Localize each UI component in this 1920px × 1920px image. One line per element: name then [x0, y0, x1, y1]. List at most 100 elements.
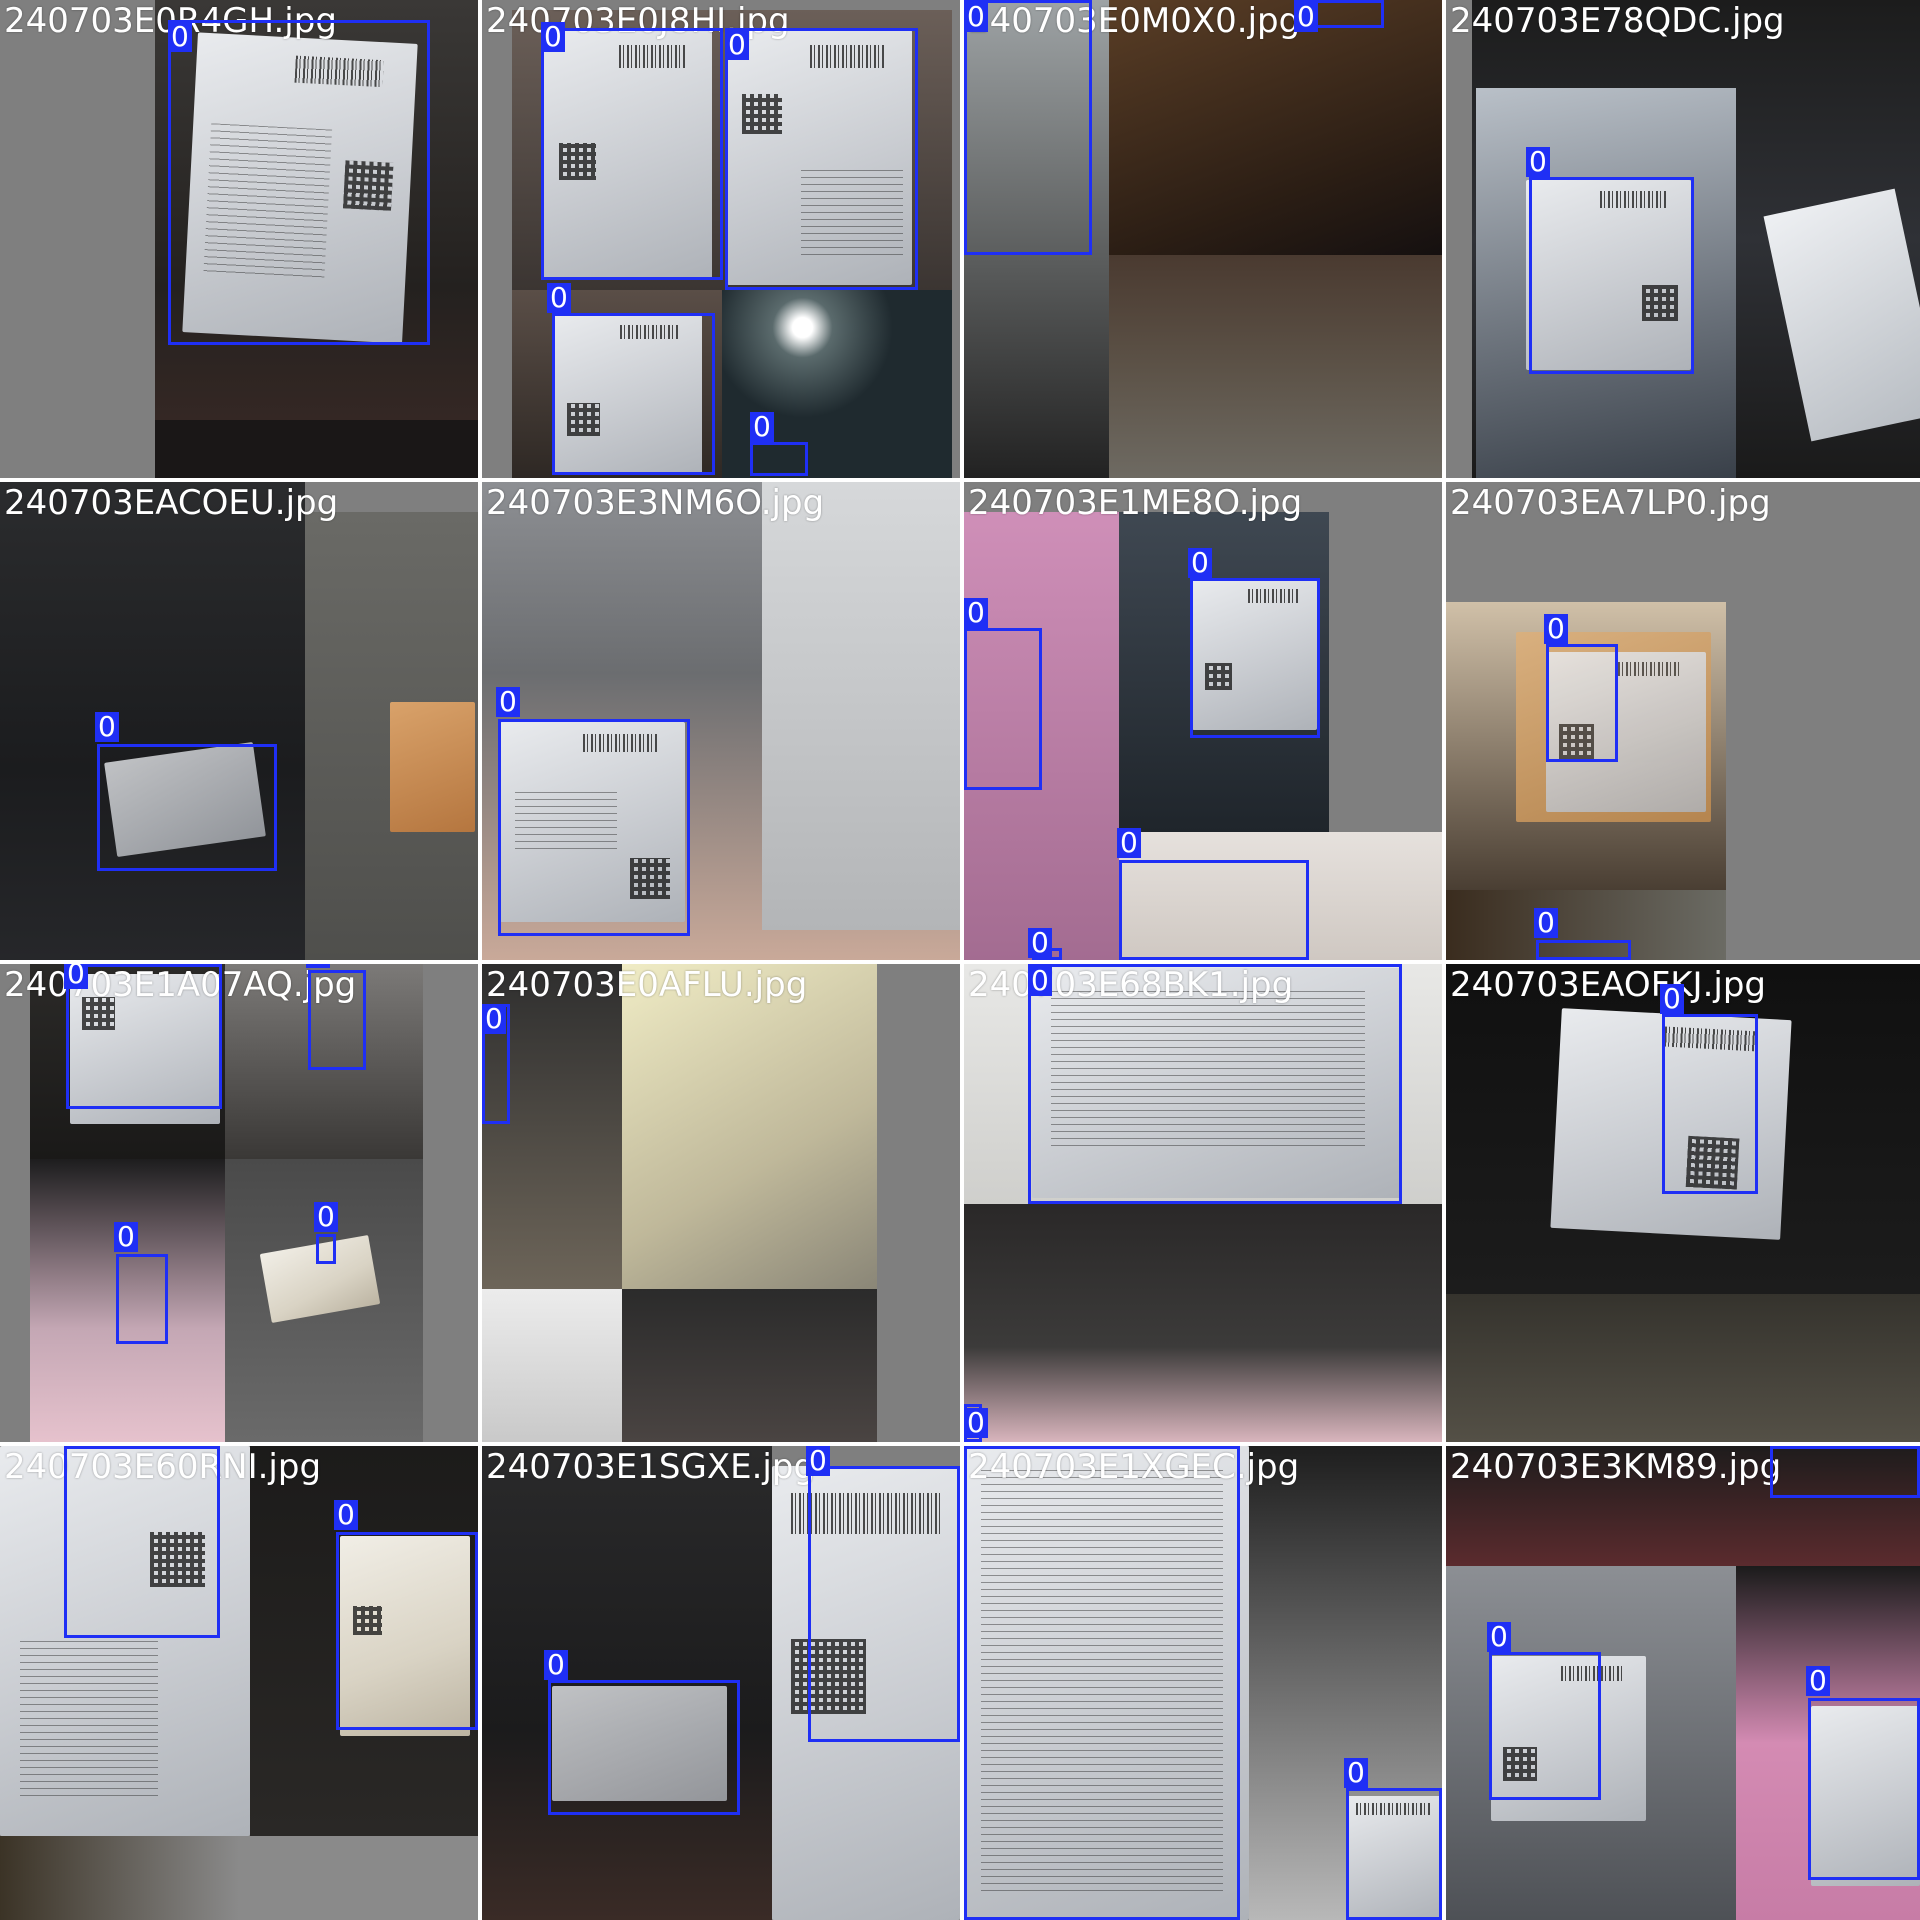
image-filename: 240703EA7LP0.jpg: [1450, 483, 1771, 523]
detection-class-label: 0: [541, 22, 565, 52]
grid-divider: [0, 478, 1920, 482]
detection-class-label: 0: [1544, 614, 1568, 644]
detection-class-label: 0: [1806, 1666, 1830, 1696]
parcel-label-image: [542, 30, 712, 280]
grid-divider: [0, 1442, 1920, 1446]
detection-class-label: 0: [547, 283, 571, 313]
detection-box: [1546, 644, 1618, 762]
mosaic-tile: 240703E78QDC.jpg 0: [1446, 0, 1920, 478]
tile-photo: [0, 1836, 478, 1920]
mosaic-tile: 240703E60RNI.jpg 0 0: [0, 1446, 478, 1920]
mosaic-tile: 240703E0AFLU.jpg 0: [482, 964, 960, 1442]
detection-class-label: 0: [1526, 147, 1550, 177]
detection-box: [66, 964, 222, 1109]
detection-class-label: 0: [806, 1446, 830, 1476]
image-filename: 240703E3KM89.jpg: [1450, 1447, 1782, 1487]
mosaic-tile: 240703E1ME8O.jpg 0 0 0 0: [964, 482, 1442, 960]
detection-class-label: 0: [1028, 928, 1052, 958]
tile-photo: [622, 964, 877, 1289]
image-filename: 240703EACOEU.jpg: [4, 483, 339, 523]
detection-box: [1662, 1014, 1758, 1194]
tile-photo: [482, 1289, 622, 1442]
detection-class-label: 0: [1188, 548, 1212, 578]
detection-class-label: 0: [544, 1650, 568, 1680]
detection-class-label: 0: [306, 964, 330, 968]
detection-class-label: 0: [1028, 966, 1052, 996]
detection-class-label: 0: [95, 712, 119, 742]
detection-class-label: 0: [168, 22, 192, 52]
detection-class-label: 0: [334, 1500, 358, 1530]
detection-box: [964, 628, 1042, 790]
detection-class-label: 0: [1487, 1622, 1511, 1652]
detection-class-label: 0: [964, 598, 988, 628]
mosaic-tile: 240703E3NM6O.jpg 0: [482, 482, 960, 960]
tile-photo: [0, 482, 305, 960]
parcel-label-image: [500, 722, 685, 922]
tile-photo: [1446, 890, 1726, 960]
mosaic-tile: 240703E68BK1.jpg 0 0: [964, 964, 1442, 1442]
detection-class-label: 0: [964, 2, 988, 32]
tile-photo: [1446, 1294, 1920, 1442]
tile-photo: [964, 1204, 1442, 1442]
detection-box: [316, 1234, 336, 1264]
detection-box: [1346, 1788, 1442, 1920]
image-filename: 240703EAOFKJ.jpg: [1450, 965, 1766, 1005]
image-filename: 240703E0AFLU.jpg: [486, 965, 808, 1005]
tile-photo: [964, 0, 1109, 478]
detection-box: [964, 0, 1092, 255]
image-filename: 240703E68BK1.jpg: [968, 965, 1294, 1005]
detection-box: [1119, 860, 1309, 960]
mosaic-tile: 240703EAOFKJ.jpg 0: [1446, 964, 1920, 1442]
parcel-label-image: [1346, 1796, 1442, 1920]
tile-photo: [622, 1289, 877, 1442]
tile-photo: [225, 964, 423, 1159]
parcel-label-image: [0, 1446, 250, 1836]
mosaic-tile: 240703E0J8HI.jpg 0 0 0 0: [482, 0, 960, 478]
detection-box: [1770, 1446, 1920, 1498]
tile-photo: [1109, 0, 1442, 255]
mosaic-tile: 240703EACOEU.jpg 0: [0, 482, 478, 960]
parcel-label-image: [1546, 652, 1706, 812]
detection-class-label: 0: [1534, 908, 1558, 938]
detection-box: [64, 1446, 220, 1638]
parcel-label-image: [1526, 180, 1691, 370]
mosaic-tile: 240703E3KM89.jpg 0 0 0: [1446, 1446, 1920, 1920]
parcel-label-image: [1192, 580, 1317, 730]
tile-photo: [1446, 1446, 1920, 1566]
parcel-label-image: [1491, 1656, 1646, 1821]
parcel-label-image: [772, 1466, 960, 1920]
image-filename: 240703E3NM6O.jpg: [486, 483, 825, 523]
image-filename: 240703E0M0X0.jpg: [968, 1, 1301, 41]
parcel-label-image: [390, 702, 475, 832]
image-filename: 240703E78QDC.jpg: [1450, 1, 1785, 41]
parcel-label-image: [340, 1536, 470, 1736]
tile-photo: [30, 1159, 225, 1442]
detection-class-label: 0: [1117, 828, 1141, 858]
detection-class-label: 0: [1660, 984, 1684, 1014]
detection-box: [808, 1466, 960, 1742]
detection-box: [725, 28, 918, 290]
image-filename: 240703E60RNI.jpg: [4, 1447, 322, 1487]
detection-class-label: 0: [725, 30, 749, 60]
detection-class-label: 0: [750, 412, 774, 442]
detection-class-label: 0: [64, 964, 88, 989]
detection-class-label: 0: [964, 1408, 988, 1438]
parcel-label-image: [1811, 1706, 1920, 1886]
mosaic-tile: 240703E0R4GH.jpg 0: [0, 0, 478, 478]
detection-box: [116, 1254, 168, 1344]
detection-box: [498, 719, 690, 936]
detection-class-label: 0: [1294, 2, 1318, 32]
mosaic-tile: 240703EA7LP0.jpg 0 0: [1446, 482, 1920, 960]
parcel-label-image: [552, 315, 702, 475]
image-filename: 240703E1SGXE.jpg: [486, 1447, 816, 1487]
parcel-label-image: [964, 1446, 1249, 1920]
detection-box: [1529, 177, 1694, 374]
grid-divider: [0, 960, 1920, 964]
tile-photo: [762, 482, 960, 930]
detection-class-label: 0: [482, 1004, 506, 1034]
detection-class-label: 0: [496, 687, 520, 717]
detection-box: [750, 442, 808, 476]
detection-box: [548, 1680, 740, 1815]
detection-box: [97, 744, 277, 871]
